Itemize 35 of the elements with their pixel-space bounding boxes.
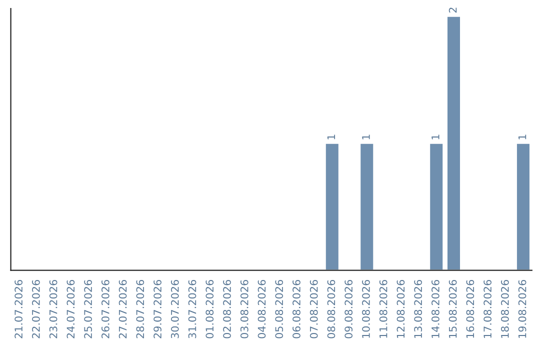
x-tick-label: 21.07.2026 [14,280,23,338]
x-tick-label: 29.07.2026 [154,280,162,338]
x-tick-label: 02.08.2026 [223,280,231,338]
x-tick-label: 16.08.2026 [466,280,474,338]
x-tick-label: 13.08.2026 [414,280,422,338]
x-tick-label: 06.08.2026 [292,280,300,338]
x-tick-label: 30.07.2026 [170,280,179,338]
x-tick-label: 03.08.2026 [240,280,248,338]
x-tick-label: 09.08.2026 [344,280,353,338]
x-tick-label: 05.08.2026 [275,280,284,338]
x-tick-label: 28.07.2026 [136,280,144,338]
x-tick-label: 11.08.2026 [379,280,388,338]
data-label: 1 [432,134,440,140]
x-tick-label: 08.08.2026 [327,280,336,338]
x-tick-label: 23.07.2026 [49,280,58,338]
x-tick-label: 18.08.2026 [500,280,509,338]
x-tick-label: 12.08.2026 [396,280,405,338]
x-tick-label: 15.08.2026 [448,280,457,338]
data-label: 1 [518,134,526,140]
data-label: 1 [362,134,370,140]
x-tick-label: 19.08.2026 [518,280,526,338]
x-tick-label: 10.08.2026 [362,280,370,338]
x-tick-label: 27.07.2026 [118,280,127,338]
x-tick-label: 07.08.2026 [310,280,318,338]
x-tick-label: 22.07.2026 [32,280,40,338]
data-label: 1 [327,134,336,140]
x-tick-label: 01.08.2026 [206,280,214,338]
x-tick-label: 25.07.2026 [84,280,92,338]
x-tick-label: 14.08.2026 [432,280,440,338]
x-tick-label: 17.08.2026 [484,280,492,338]
x-tick-label: 31.07.2026 [188,280,196,338]
x-tick-label: 26.07.2026 [101,280,110,338]
x-tick-label: 24.07.2026 [66,280,75,338]
x-tick-label: 04.08.2026 [258,280,266,338]
data-label: 2 [448,8,457,13]
